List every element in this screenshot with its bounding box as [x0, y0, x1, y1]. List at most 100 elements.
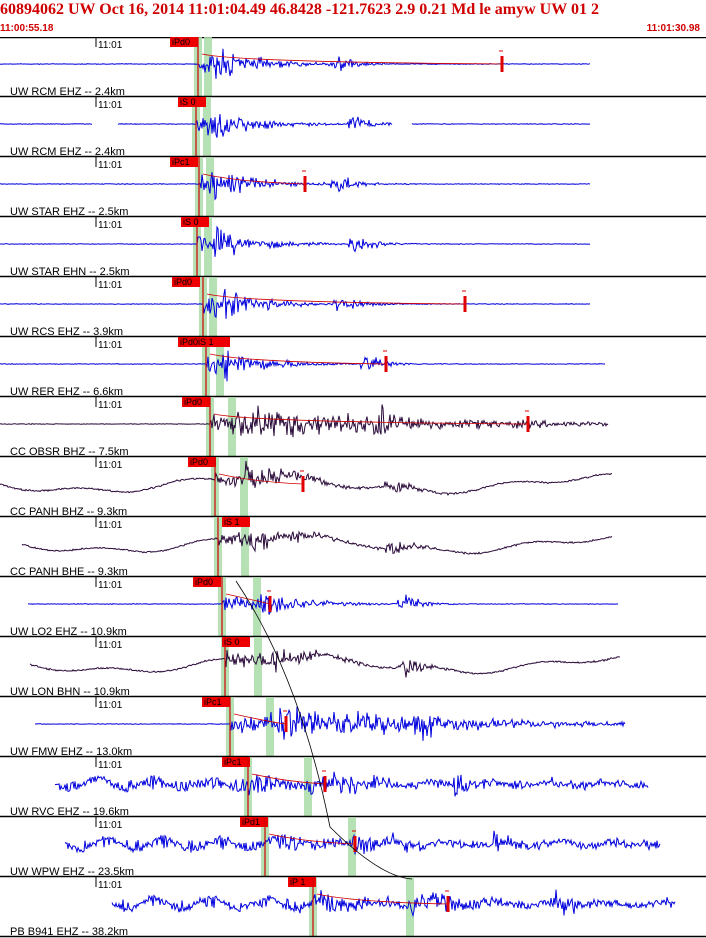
time-tick-label: 11:01: [98, 880, 123, 891]
seismogram-panel-stack[interactable]: 11:01 iPd0 UW RCM EHZ -- 2.4km 11:01 iS 0 UW …: [0, 37, 706, 938]
travel-time-curve: [235, 580, 413, 880]
waveform-trace: [64, 830, 661, 855]
time-tick-label: 11:01: [98, 700, 123, 711]
trace-panel[interactable]: 11:01 iPc1 UW FMW EHZ -- 13.0km: [0, 697, 706, 758]
station-label: UW RCS EHZ -- 3.9km: [10, 326, 123, 338]
coda-end-marker[interactable]: [303, 176, 307, 192]
trace-panel[interactable]: 11:01 iS 1 CC PANH BHE -- 9.3km: [0, 517, 706, 578]
waveform-trace: [29, 649, 621, 678]
station-label: CC OBSR BHZ -- 7.5km: [10, 446, 129, 458]
time-tick-label: 11:01: [98, 640, 123, 651]
station-label: UW FMW EHZ -- 13.0km: [10, 746, 132, 758]
coda-curve: [233, 713, 287, 725]
time-tick-label: 11:01: [98, 40, 123, 51]
time-tick-label: 11:01: [98, 520, 123, 531]
phase-pick-box[interactable]: [288, 877, 316, 887]
coda-end-marker[interactable]: [284, 716, 288, 732]
phase-pick-box[interactable]: [222, 517, 250, 527]
coda-curve: [202, 173, 306, 185]
coda-curve: [225, 593, 271, 605]
s-window-band: [406, 877, 414, 937]
trace-panel[interactable]: 11:01 iPd0 UW RCM EHZ -- 2.4km: [0, 37, 706, 98]
s-window-band: [254, 637, 262, 697]
phase-pick-label: iPd0: [184, 397, 202, 407]
phase-pick-box[interactable]: [181, 217, 209, 227]
trace-panel[interactable]: 11:01 iPd0iS 1 UW RER EHZ -- 6.6km: [0, 337, 706, 398]
waveform-trace: [21, 530, 613, 555]
time-tick-label: 11:01: [98, 460, 123, 471]
phase-pick-box[interactable]: [182, 397, 210, 407]
time-tick-label: 11:01: [98, 580, 123, 591]
phase-pick-label: iS 0: [224, 637, 240, 647]
coda-end-marker[interactable]: [323, 776, 327, 792]
trace-panel[interactable]: 11:01 iS 0 UW RCM EHZ -- 2.4km: [0, 97, 706, 158]
station-label: CC PANH BHZ -- 9.3km: [10, 506, 127, 518]
station-label: PB B941 EHZ -- 38.2km: [10, 926, 128, 938]
phase-pick-label: iPd0: [174, 277, 192, 287]
phase-pick-label: iS 0: [180, 97, 196, 107]
phase-pick-box[interactable]: [193, 577, 221, 587]
phase-pick-box[interactable]: [222, 757, 250, 767]
time-tick-label: 11:01: [98, 760, 123, 771]
coda-curve: [201, 53, 503, 65]
waveform-trace: [111, 889, 676, 918]
trace-panel[interactable]: 11:01 iPc1 UW STAR EHZ -- 2.5km: [0, 157, 706, 218]
s-window-band: [253, 577, 261, 637]
station-label: UW STAR EHN -- 2.5km: [10, 266, 130, 278]
trace-panel[interactable]: 11:01 iP 1 PB B941 EHZ -- 38.2km: [0, 877, 706, 938]
station-label: UW STAR EHZ -- 2.5km: [10, 206, 128, 218]
s-window-band: [240, 457, 248, 517]
waveform-trace: [0, 172, 591, 201]
waveform-trace: [411, 123, 591, 125]
coda-curve: [213, 413, 529, 425]
coda-curve: [268, 833, 356, 845]
phase-pick-box[interactable]: [172, 277, 200, 287]
trace-panel[interactable]: 11:01 iPc1 UW RVC EHZ -- 19.6km: [0, 757, 706, 818]
waveform-trace: [117, 113, 393, 138]
phase-pick-box[interactable]: [170, 157, 198, 167]
trace-panel[interactable]: 11:01 iPd0 UW LO2 EHZ -- 10.9km: [0, 577, 706, 638]
window-start-time: 11:00:55.18: [0, 23, 54, 34]
coda-end-marker[interactable]: [353, 836, 357, 852]
coda-end-marker[interactable]: [500, 56, 504, 72]
phase-pick-box[interactable]: [188, 457, 216, 467]
station-label: UW WPW EHZ -- 23.5km: [10, 866, 134, 878]
phase-pick-box[interactable]: [240, 817, 268, 827]
coda-curve: [209, 353, 387, 365]
station-label: UW RER EHZ -- 6.6km: [10, 386, 123, 398]
phase-pick-box[interactable]: [170, 37, 198, 47]
time-tick-label: 11:01: [98, 220, 123, 231]
phase-pick-box[interactable]: [202, 697, 230, 707]
phase-pick-label: iS 0: [183, 217, 199, 227]
time-tick-label: 11:01: [98, 280, 123, 291]
phase-pick-label: iPc1: [224, 757, 242, 767]
trace-panel[interactable]: 11:01 iPd0 UW RCS EHZ -- 3.9km: [0, 277, 706, 338]
coda-end-marker[interactable]: [268, 596, 272, 612]
phase-pick-label: iPd0: [195, 577, 213, 587]
phase-pick-label: iPd0iS 1: [180, 337, 214, 347]
trace-panel[interactable]: 11:01 iPd1 UW WPW EHZ -- 23.5km: [0, 817, 706, 878]
coda-end-marker[interactable]: [446, 896, 450, 912]
s-window-band: [209, 277, 217, 337]
trace-panel[interactable]: 11:01 iS 0 UW STAR EHN -- 2.5km: [0, 217, 706, 278]
coda-curve: [316, 893, 449, 905]
time-tick-label: 11:01: [98, 400, 123, 411]
trace-panel[interactable]: 11:01 iS 0 UW LON BHN -- 10.9km: [0, 637, 706, 698]
time-tick-label: 11:01: [98, 160, 123, 171]
coda-end-marker[interactable]: [384, 356, 388, 372]
station-label: UW RVC EHZ -- 19.6km: [10, 806, 129, 818]
phase-pick-box[interactable]: [178, 337, 230, 347]
time-tick-label: 11:01: [98, 340, 123, 351]
phase-pick-label: iPd0: [172, 37, 190, 47]
trace-panel[interactable]: 11:01 iPd0 CC PANH BHZ -- 9.3km: [0, 457, 706, 518]
waveform-trace: [0, 350, 606, 382]
phase-pick-label: iP 1: [290, 877, 305, 887]
event-header: 60894062 UW Oct 16, 2014 11:01:04.49 46.…: [0, 1, 599, 18]
coda-end-marker[interactable]: [301, 476, 305, 492]
phase-pick-box[interactable]: [178, 97, 206, 107]
coda-end-marker[interactable]: [463, 296, 467, 312]
phase-pick-box[interactable]: [222, 637, 250, 647]
trace-panel[interactable]: 11:01 iPd0 CC OBSR BHZ -- 7.5km: [0, 397, 706, 458]
coda-end-marker[interactable]: [526, 416, 530, 432]
coda-curve: [251, 773, 326, 785]
